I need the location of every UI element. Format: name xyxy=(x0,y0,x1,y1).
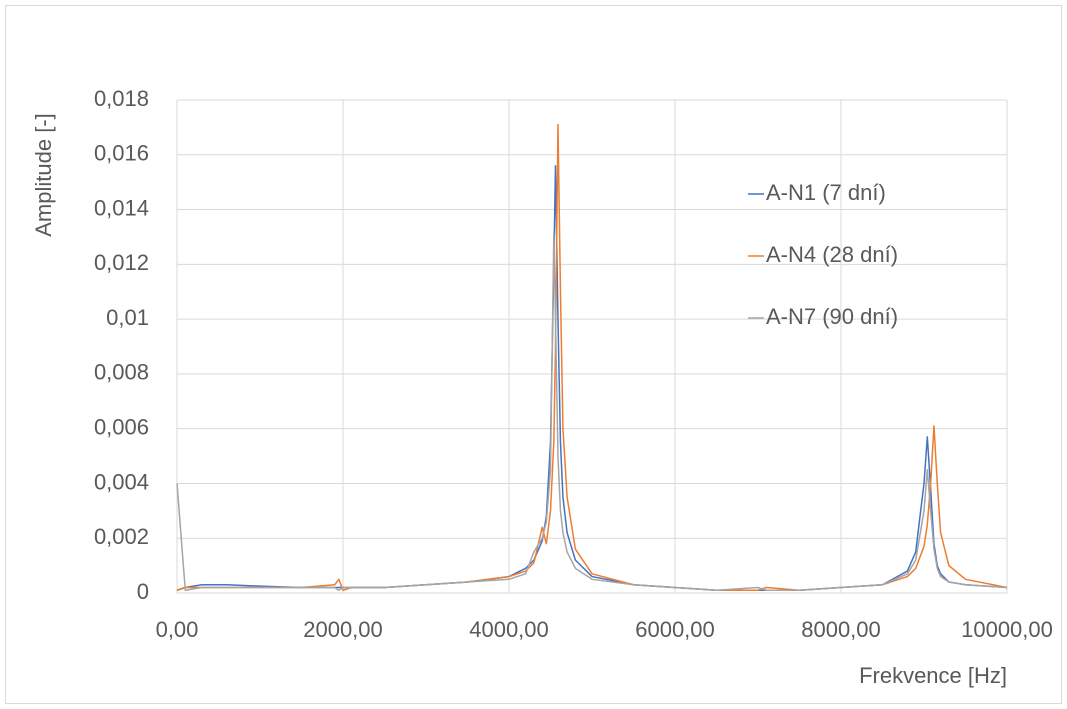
legend-label: A-N7 (90 dní) xyxy=(766,304,898,329)
x-tick-label: 8000,00 xyxy=(801,617,881,642)
y-tick-label: 0,01 xyxy=(106,305,149,330)
y-tick-label: 0,004 xyxy=(94,469,149,494)
x-tick-label: 2000,00 xyxy=(303,617,383,642)
y-tick-label: 0,008 xyxy=(94,360,149,385)
y-tick-label: 0,012 xyxy=(94,250,149,275)
y-tick-label: 0 xyxy=(137,579,149,604)
x-axis-title: Frekvence [Hz] xyxy=(859,663,1007,688)
y-axis-title: Amplitude [-] xyxy=(31,113,56,237)
x-tick-label: 4000,00 xyxy=(469,617,549,642)
legend-label: A-N1 (7 dní) xyxy=(766,180,886,205)
chart-frame xyxy=(5,5,1062,704)
y-tick-label: 0,016 xyxy=(94,141,149,166)
x-tick-label: 10000,00 xyxy=(961,617,1053,642)
legend-label: A-N4 (28 dní) xyxy=(766,242,898,267)
y-tick-label: 0,014 xyxy=(94,195,149,220)
x-tick-label: 0,00 xyxy=(156,617,199,642)
x-tick-label: 6000,00 xyxy=(635,617,715,642)
y-tick-label: 0,002 xyxy=(94,524,149,549)
y-tick-label: 0,018 xyxy=(94,86,149,111)
y-tick-label: 0,006 xyxy=(94,414,149,439)
series-line xyxy=(176,164,1008,592)
series-line xyxy=(176,123,1008,592)
series-line xyxy=(176,233,1008,592)
